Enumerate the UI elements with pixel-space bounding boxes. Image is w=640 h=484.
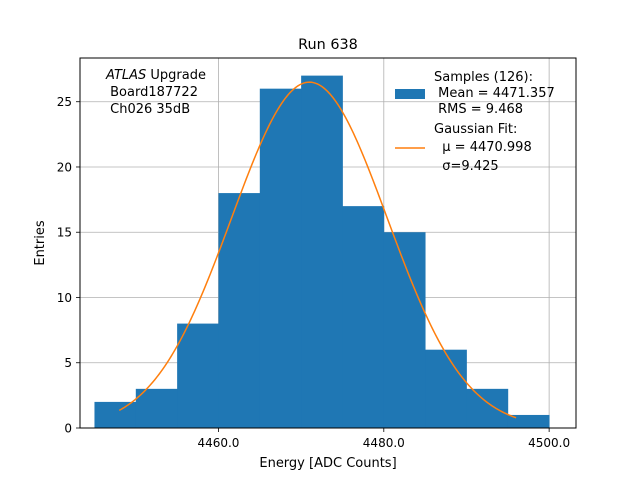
x-axis-label: Energy [ADC Counts]	[259, 456, 396, 471]
axes-frame	[79, 57, 577, 429]
y-tick-label-1: 5	[64, 356, 72, 370]
x-tick-label-0: 4460.0	[197, 436, 239, 450]
histogram-bar-10	[507, 414, 550, 428]
histogram-bar-6	[342, 206, 385, 428]
legend-samples-mean: Mean = 4471.357	[434, 86, 555, 101]
annotation-upgrade: Upgrade	[146, 68, 206, 83]
legend: Samples (126): Mean = 4471.357 RMS = 9.4…	[395, 70, 555, 174]
y-axis-label: Entries	[33, 220, 48, 266]
histogram-bar-9	[466, 388, 509, 428]
histogram-bar-3	[218, 193, 261, 428]
legend-samples-rms: RMS = 9.468	[434, 102, 523, 117]
chart-title: Run 638	[298, 37, 358, 53]
histogram-bar-5	[301, 75, 343, 428]
legend-samples-label: Samples (126):	[434, 70, 533, 85]
y-tick-label-4: 20	[57, 160, 72, 174]
annotation-line-1: ATLAS Upgrade	[105, 68, 206, 83]
x-tick-label-2: 4500.0	[528, 436, 570, 450]
annotation-atlas: ATLAS	[105, 68, 146, 83]
y-tick-label-3: 15	[57, 226, 72, 240]
x-tick-label-1: 4480.0	[363, 436, 405, 450]
gaussian-fit-curve	[118, 81, 517, 419]
legend-fit-label: Gaussian Fit:	[434, 122, 517, 137]
histogram-bar-4	[259, 88, 302, 428]
legend-samples-swatch	[395, 89, 425, 99]
atlas-annotation: ATLAS Upgrade Board187722 Ch026 35dB	[105, 68, 206, 117]
gaussian-fit	[118, 81, 517, 419]
y-tick-label-0: 0	[64, 422, 72, 436]
y-tick-label-2: 10	[57, 291, 72, 305]
y-tick-label-5: 25	[57, 95, 72, 109]
annotation-board: Board187722	[106, 85, 198, 100]
legend-fit-mu: μ = 4470.998	[434, 140, 532, 155]
axis-ticks: 4460.0 4480.0 4500.0 0 5 10 15 20 25	[57, 95, 570, 450]
legend-fit-sigma: σ=9.425	[434, 159, 499, 174]
histogram-bar-1	[135, 388, 178, 428]
histogram-bars	[94, 75, 550, 428]
annotation-channel: Ch026 35dB	[106, 102, 190, 117]
histogram-bar-8	[425, 349, 467, 428]
histogram-bar-7	[383, 232, 426, 428]
histogram-bar-0	[94, 401, 137, 428]
histogram-bar-2	[177, 323, 219, 428]
